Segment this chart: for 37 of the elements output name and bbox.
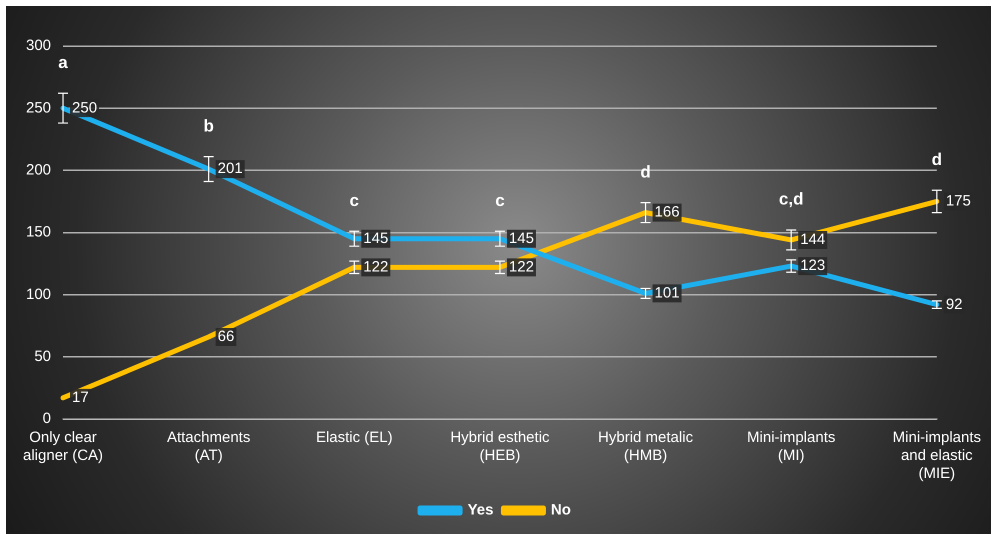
data-label: 175: [946, 192, 971, 210]
y-tick-label: 200: [26, 161, 52, 178]
annotation: b: [203, 116, 214, 136]
y-tick-label: 50: [34, 348, 52, 365]
data-label: 17: [72, 389, 89, 406]
x-tick-label: Attachments (AT): [166, 429, 250, 464]
data-label: 122: [508, 258, 534, 276]
data-label: 123: [800, 257, 826, 274]
data-label: 92: [946, 296, 963, 313]
y-tick-label: 300: [26, 37, 52, 54]
data-label: 201: [218, 160, 243, 178]
y-tick-label: 150: [26, 224, 52, 241]
data-label: 145: [508, 230, 534, 247]
data-label: 166: [654, 204, 680, 221]
legend-label: Yes: [468, 502, 494, 519]
data-label: 66: [218, 328, 234, 346]
x-tick-label: Hybrid metalic (HMB): [598, 429, 694, 464]
annotation: c: [495, 190, 505, 210]
x-tick-label: Hybrid esthetic (HEB): [450, 429, 550, 464]
annotation: d: [640, 162, 651, 182]
annotation: a: [58, 52, 68, 72]
y-tick-label: 250: [26, 99, 52, 116]
y-tick-label: 0: [42, 410, 52, 428]
annotation: d: [932, 150, 942, 169]
x-tick-label: Only clear aligner (CA): [23, 429, 104, 464]
x-tick-label: Elastic (EL): [316, 429, 393, 446]
legend-label: No: [550, 502, 571, 519]
data-label: 101: [654, 284, 680, 302]
y-tick-label: 100: [26, 286, 52, 303]
annotation: c,d: [778, 190, 804, 209]
annotation: c: [350, 190, 360, 210]
x-tick-label: Mini-implants (MI): [747, 429, 836, 464]
data-label: 145: [363, 230, 388, 247]
data-label: 144: [800, 231, 826, 248]
data-label: 250: [72, 99, 98, 116]
data-label: 122: [363, 258, 388, 276]
x-tick-label: Mini-implants and elastic (MIE): [892, 429, 982, 482]
